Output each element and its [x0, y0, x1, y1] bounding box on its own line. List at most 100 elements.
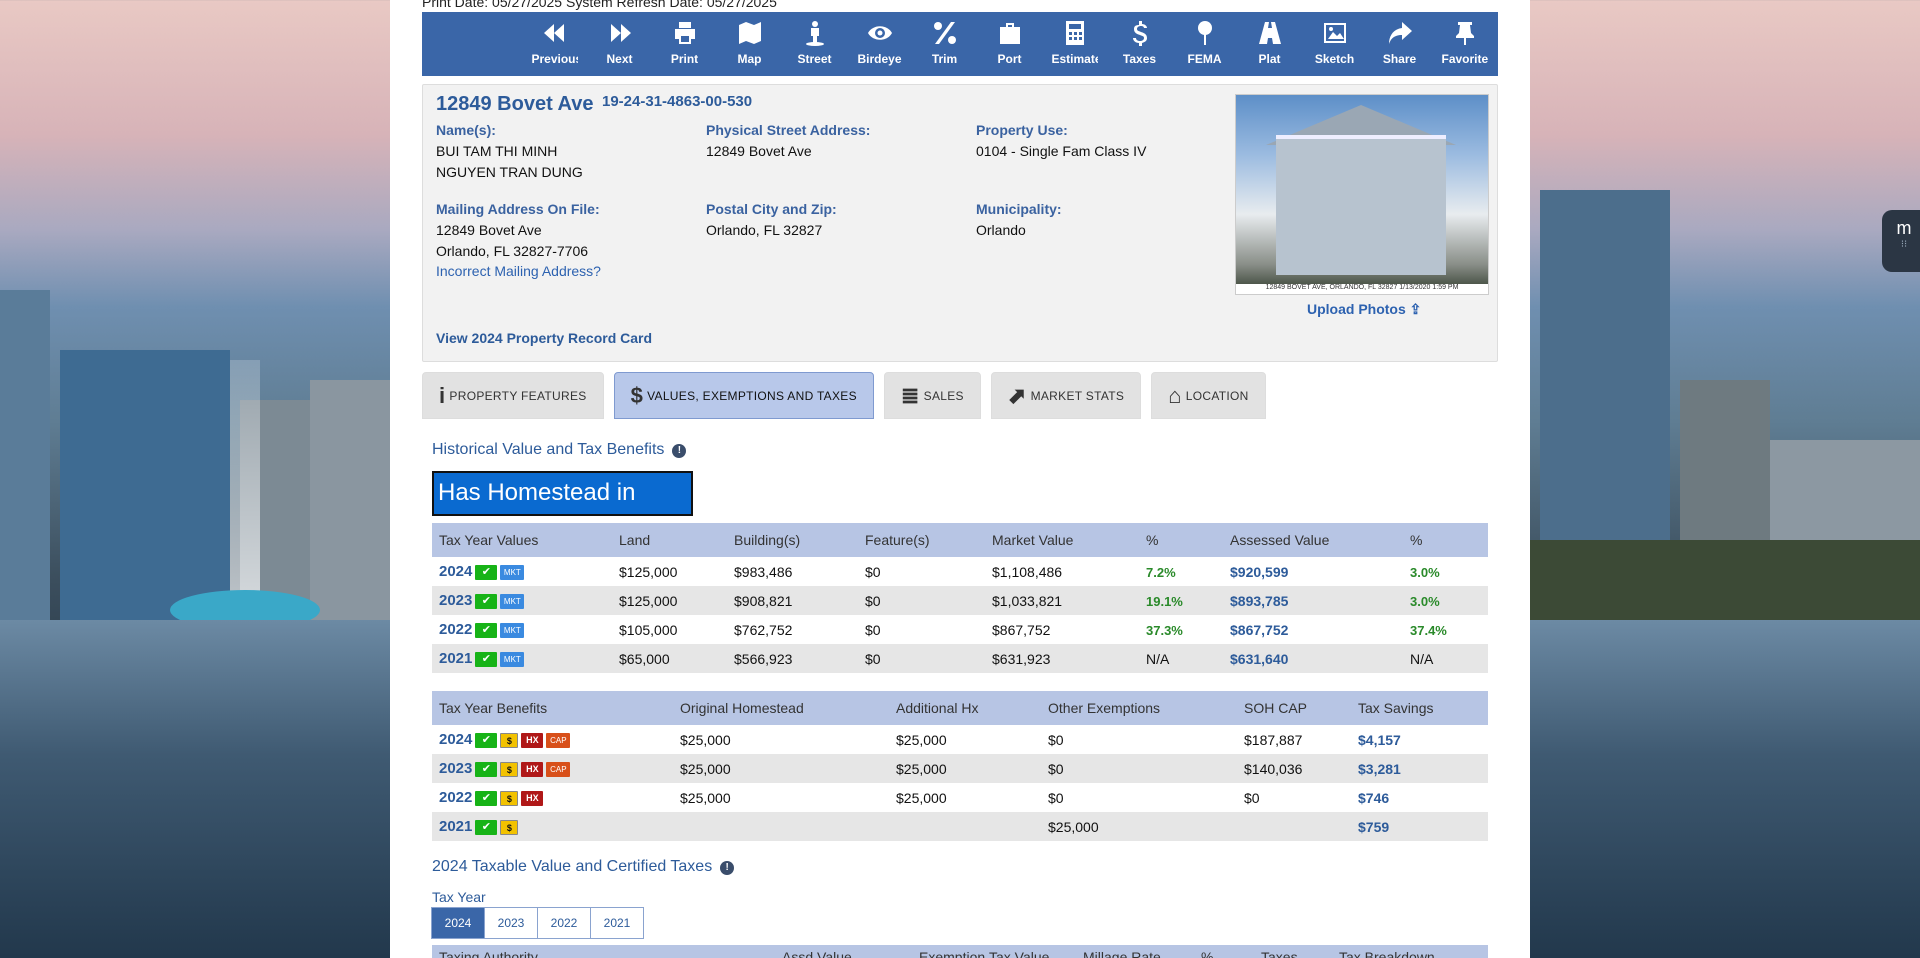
assessed-pct: N/A [1410, 650, 1434, 667]
assessed-value-cell: $893,785 [1223, 586, 1403, 615]
assessed-pct-cell: N/A [1403, 644, 1488, 673]
record-card-link[interactable]: View 2024 Property Record Card [436, 330, 653, 346]
table-row: 2021 ✔ MKT $65,000 $566,923 $0 $631,923 N/A $631… [432, 644, 1488, 673]
parcel-id[interactable]: 19-24-31-4863-00-530 [602, 93, 753, 110]
tax-year-tab-2022[interactable]: 2022 [537, 907, 591, 939]
toolbar-birdeye-button[interactable]: Birdeye [847, 12, 912, 76]
physical-address: 12849 Bovet Ave [706, 143, 812, 159]
toolbar-label: Share [1382, 52, 1417, 66]
image-icon [1323, 23, 1346, 43]
original-homestead-cell: $25,000 [673, 725, 889, 754]
assessed-pct-cell: 3.0% [1403, 557, 1488, 586]
market-badge-icon: MKT [500, 593, 525, 609]
toolbar-fema-button[interactable]: FEMA [1172, 12, 1237, 76]
column-header: Taxes [1261, 949, 1298, 958]
eye-icon [867, 26, 892, 40]
toolbar-label: Street [797, 52, 832, 66]
toolbar-trim-button[interactable]: Trim [912, 12, 977, 76]
assessed-value: $867,752 [1230, 621, 1289, 638]
tab-icon: i [439, 382, 446, 408]
column-header: SOH CAP [1237, 691, 1351, 725]
toolbar-previous-button[interactable]: Previous [522, 12, 587, 76]
market-badge-icon: MKT [500, 622, 525, 638]
background-skyline-right [1530, 0, 1920, 958]
mailing-address-label: Mailing Address On File: [436, 201, 600, 217]
year-cell: 2022 ✔ MKT [432, 615, 612, 644]
tab-icon: ⌂ [1168, 382, 1182, 408]
toolbar-street-button[interactable]: Street [782, 12, 847, 76]
year-link[interactable]: 2024 [439, 563, 473, 580]
tax-year-tab-2024[interactable]: 2024 [431, 907, 485, 939]
toolbar-estimate-button[interactable]: Estimate [1042, 12, 1107, 76]
other-exemptions-cell: $25,000 [1041, 812, 1237, 841]
year-link[interactable]: 2022 [439, 789, 473, 806]
info-icon[interactable]: ! [672, 444, 687, 458]
property-address: 12849 Bovet Ave [436, 93, 594, 115]
postal-city-zip: Orlando, FL 32827 [706, 222, 823, 238]
upload-photos-button[interactable]: Upload Photos ⇪ [1307, 301, 1421, 318]
taxing-authority-header: Taxing Authority Assd Value Exemption Tax V… [432, 945, 1488, 958]
tab-values-exemptions-and-taxes[interactable]: $ VALUES, EXEMPTIONS AND TAXES [613, 372, 874, 419]
assessed-value-cell: $631,640 [1223, 644, 1403, 673]
toolbar-label: Print [670, 52, 699, 66]
share-icon [1388, 22, 1412, 44]
check-badge-icon: ✔ [475, 819, 498, 835]
year-link[interactable]: 2023 [439, 592, 473, 609]
tab-label: LOCATION [1185, 388, 1249, 403]
year-cell: 2022 ✔ $ HX [432, 783, 673, 812]
tax-year-tab-2021[interactable]: 2021 [590, 907, 644, 939]
column-header: Tax Year Benefits [432, 691, 673, 725]
toolbar-sketch-button[interactable]: Sketch [1302, 12, 1367, 76]
toolbar-label: Sketch [1314, 52, 1355, 66]
toolbar-label: Trim [931, 52, 958, 66]
feature-cell: $0 [858, 586, 985, 615]
building-cell: $908,821 [727, 586, 858, 615]
tax-year-tab-2023[interactable]: 2023 [484, 907, 538, 939]
toolbar-share-button[interactable]: Share [1367, 12, 1432, 76]
tab-property-features[interactable]: i PROPERTY FEATURES [422, 372, 604, 419]
tab-sales[interactable]: ≣ SALES [883, 372, 981, 419]
tax-savings-cell: $759 [1351, 812, 1488, 841]
incorrect-mailing-link[interactable]: Incorrect Mailing Address? [436, 263, 601, 279]
info-icon[interactable]: ! [720, 861, 735, 875]
year-link[interactable]: 2021 [439, 818, 473, 835]
building-cell: $566,923 [727, 644, 858, 673]
dollar-badge-icon: $ [500, 790, 519, 806]
table-row: 2024 ✔ $ HX CAP $25,000 $25,000 $0 $187,887 $4,15… [432, 725, 1488, 754]
column-header: Taxing Authority [439, 949, 538, 958]
year-link[interactable]: 2024 [439, 731, 473, 748]
drag-handle-icon: ⁝⁝ [1900, 239, 1908, 250]
cap-badge-icon: CAP [546, 761, 571, 777]
side-widget[interactable]: m ⁝⁝ [1882, 210, 1920, 272]
year-link[interactable]: 2023 [439, 760, 473, 777]
soh-cap-cell: $140,036 [1237, 754, 1351, 783]
assessed-pct: 3.0% [1410, 593, 1440, 609]
column-header: Assd Value [782, 949, 852, 958]
assessed-value-cell: $920,599 [1223, 557, 1403, 586]
year-link[interactable]: 2022 [439, 621, 473, 638]
percent-icon [933, 22, 956, 44]
tax-savings: $759 [1358, 818, 1390, 835]
toolbar-label: Favorite [1441, 52, 1488, 66]
toolbar-taxes-button[interactable]: Taxes [1107, 12, 1172, 76]
property-photo[interactable]: 12849 BOVET AVE, ORLANDO, FL 32827 1/13/… [1235, 94, 1489, 295]
building-cell: $983,486 [727, 557, 858, 586]
assessed-value: $893,785 [1230, 592, 1289, 609]
assessed-value: $631,640 [1230, 650, 1289, 667]
tab-market-stats[interactable]: ⬈ MARKET STATS [990, 372, 1142, 419]
toolbar-map-button[interactable]: Map [717, 12, 782, 76]
photo-caption: 12849 BOVET AVE, ORLANDO, FL 32827 1/13/… [1236, 284, 1488, 294]
year-link[interactable]: 2021 [439, 650, 473, 667]
column-header: % [1403, 523, 1488, 557]
toolbar-port-button[interactable]: Port [977, 12, 1042, 76]
column-header: Tax Breakdown [1339, 949, 1435, 958]
toolbar-favorite-button[interactable]: Favorite [1432, 12, 1497, 76]
toolbar-next-button[interactable]: Next [587, 12, 652, 76]
market-value-cell: $1,033,821 [985, 586, 1139, 615]
column-header: Feature(s) [858, 523, 985, 557]
street-view-icon [805, 21, 824, 46]
toolbar-print-button[interactable]: Print [652, 12, 717, 76]
tab-location[interactable]: ⌂ LOCATION [1151, 372, 1266, 419]
land-cell: $125,000 [612, 557, 727, 586]
toolbar-plat-button[interactable]: Plat [1237, 12, 1302, 76]
